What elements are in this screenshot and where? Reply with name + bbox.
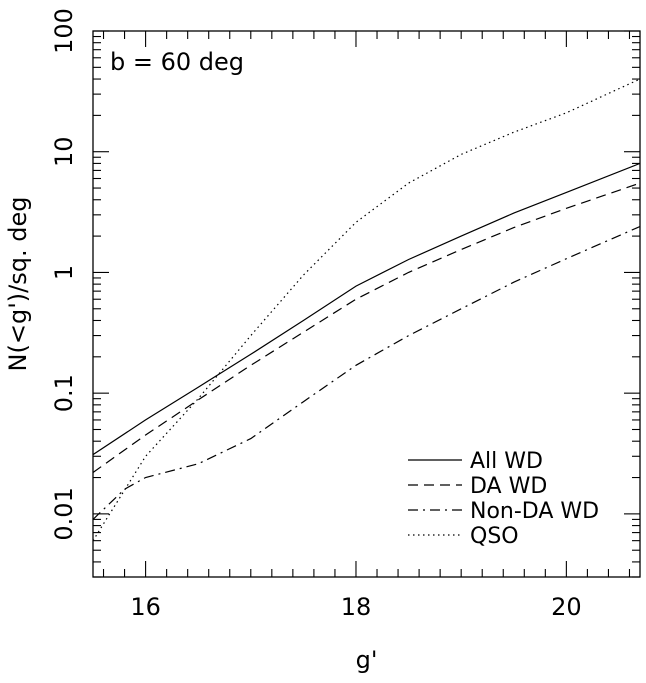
y-axis-label: N(<g')/sq. deg [4,197,32,372]
series-line-non-da-wd [93,225,640,520]
series-line-all-wd [93,162,640,456]
series-layer [93,78,640,542]
y-tick-label: 1 [50,265,78,280]
y-tick-label: 0.1 [50,374,78,412]
legend-label: QSO [470,524,519,549]
axis-ticks: 16 18 20 0.01 0.1 1 10 100 [50,8,640,621]
x-tick-label: 20 [551,593,582,621]
x-tick-label: 16 [130,593,161,621]
plot-frame [92,30,641,578]
legend-label: All WD [470,449,543,474]
chart-annotation: b = 60 deg [110,48,244,76]
x-tick-label: 18 [341,593,372,621]
legend-label: DA WD [470,474,547,499]
legend-label: Non-DA WD [470,499,599,524]
y-tick-label: 10 [50,136,78,167]
series-line-qso [93,78,640,542]
x-axis-label: g' [356,646,378,674]
y-tick-label: 100 [50,8,78,54]
series-line-da-wd [93,182,640,473]
y-tick-label: 0.01 [50,487,78,540]
